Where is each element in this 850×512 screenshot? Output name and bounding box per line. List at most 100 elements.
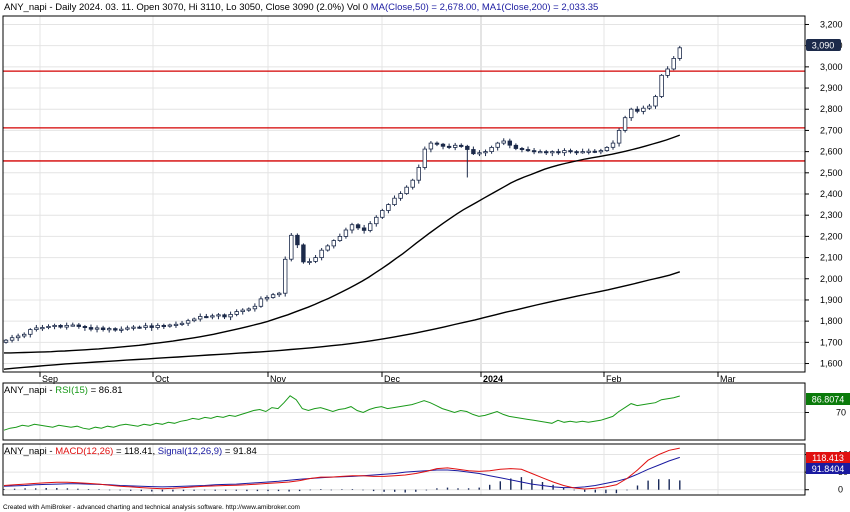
y-tick-label: 1,600 [820,359,843,369]
candle [40,324,45,331]
candle [562,148,567,156]
candle [137,325,142,329]
candle-body [204,316,209,319]
macd-histogram-bar [203,489,206,491]
y-tick-label: 3,000 [820,62,843,72]
candle-body [307,260,312,263]
macd-histogram-bar [605,489,607,494]
candle [434,141,440,147]
candle [622,115,628,133]
candle-body [525,149,531,152]
candle [349,222,355,234]
candle [550,150,555,157]
date-axis: Sep Oct Nov Dec 2024 Feb Mar [39,372,736,384]
candle-body [325,245,330,251]
candle-body [94,327,100,330]
candle [665,66,670,78]
candle [70,322,75,327]
candle [580,148,585,154]
candle-body [125,327,130,330]
rsi-y-axis: 70 [805,407,846,417]
candle-body [289,234,294,260]
candle [161,323,166,329]
candle-body [21,333,27,337]
signal-value-label: 91.8404 [812,464,845,474]
candle-body [355,224,361,229]
candle-body [374,216,379,225]
candle-body [3,339,9,343]
macd-histogram-bar [298,489,301,492]
candle [525,146,531,153]
candle-body [197,316,203,320]
candle [313,255,318,264]
macd-histogram-bar [320,489,322,490]
rsi-panel[interactable]: 70 ANY_napi - RSI(15) = 86.81 86.8074 [2,382,850,441]
candle [671,56,676,71]
candle [501,138,506,146]
macd-histogram-bar [87,489,90,490]
candle-body [161,324,166,327]
macd-grid [3,444,805,495]
y-tick-label: 2,900 [820,83,843,93]
candle-body [647,105,652,109]
price-grid [3,16,805,372]
candle [610,140,616,150]
y-tick-label: 2,300 [820,210,843,220]
candle [295,233,300,249]
candle [34,324,39,332]
macd-histogram-bar [520,477,523,490]
candle [107,326,112,333]
candle-body [568,150,573,153]
candle [264,295,270,302]
candle-body [28,329,33,335]
candle-body [531,150,537,153]
candle [507,138,512,149]
candle [240,308,245,315]
candle-body [167,324,173,327]
candle [52,323,57,330]
macd-histogram-bar [415,489,417,492]
candle-body [34,327,39,330]
candle-body [604,146,610,151]
candle-body [282,258,288,294]
candle [125,325,130,331]
macd-histogram-bar [3,489,5,490]
candle [173,321,179,328]
candle [337,233,343,242]
macd-panel[interactable]: 100500 ANY_napi - MACD(12,26) = 118.41, … [2,443,850,496]
candle [191,317,197,323]
candle [210,313,215,320]
candle-body [519,147,525,150]
candle [149,323,154,331]
candle [204,313,209,319]
candle-body [653,96,658,107]
candle-body [179,322,185,325]
candle-body [270,294,276,298]
candle [538,149,543,154]
candle [21,332,27,339]
macd-histogram-bar [151,489,153,492]
candle [477,150,482,157]
candle-body [155,324,160,328]
y-tick-label: 1,700 [820,337,843,347]
macd-histogram-bar [24,488,26,490]
candle-body [550,151,555,154]
macd-histogram-bar [636,485,639,490]
candle-body [513,144,519,149]
candle [216,313,221,320]
candle-body [574,151,579,154]
signal-value-tag: 91.8404 [806,463,850,474]
candle [282,256,288,297]
candle-body [52,324,57,327]
price-panel[interactable]: 3,2003,1003,0002,9002,8002,7002,6002,500… [2,2,843,384]
candle-body [234,311,239,315]
candle [131,325,136,331]
macd-histogram-bar [351,489,354,490]
candle-body [143,325,148,328]
candle-body [185,320,191,324]
ma200-line [3,271,681,370]
candle [422,146,427,170]
candle-body [76,324,81,327]
rsi-line [3,395,680,431]
ma200-legend: MA1(Close,200) = 2,033.35 [482,2,598,13]
